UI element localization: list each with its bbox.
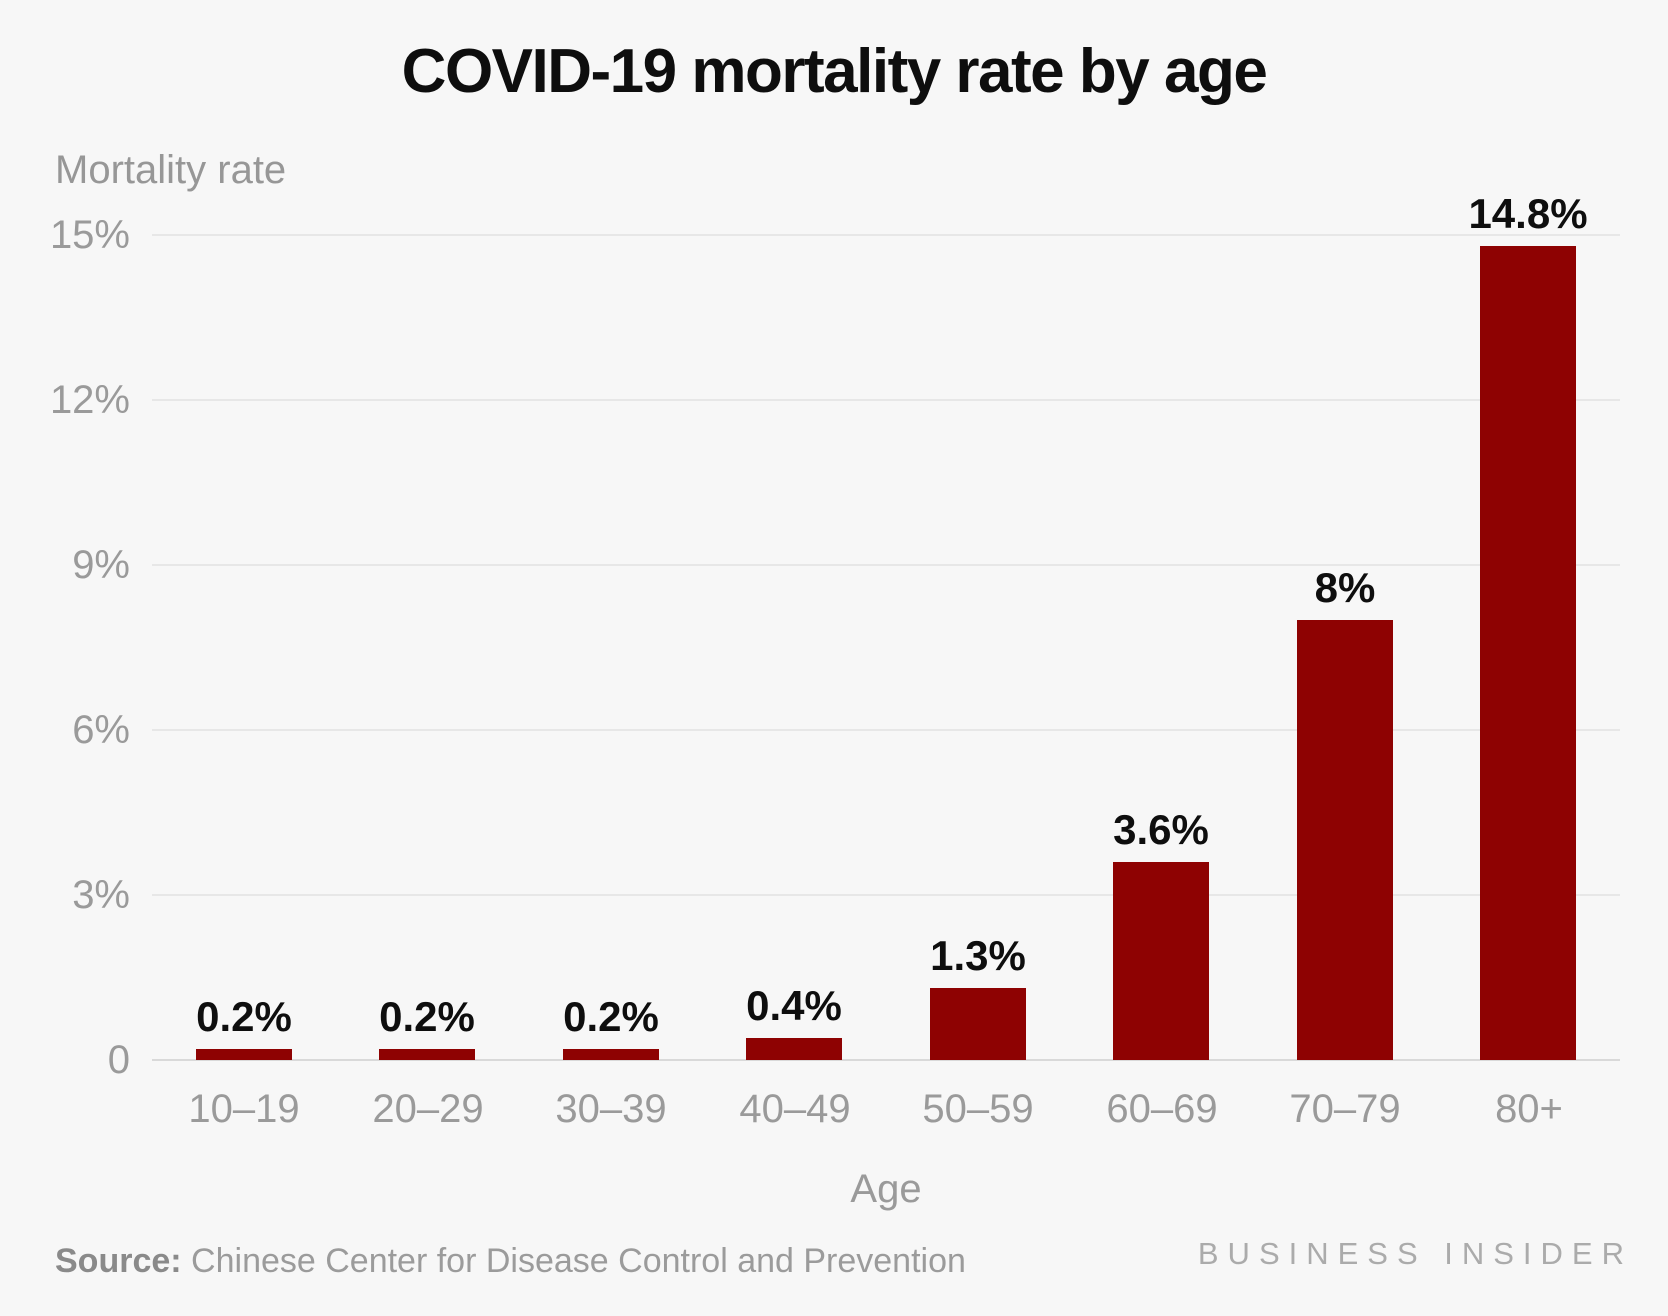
bar-value-label: 0.2% — [196, 993, 292, 1040]
bar — [1297, 620, 1393, 1060]
x-tick-label: 20–29 — [372, 1087, 484, 1131]
brand-logo: BUSINESS INSIDER — [1197, 1236, 1633, 1271]
y-tick-label: 15% — [49, 213, 130, 257]
gridline — [152, 729, 1620, 731]
x-tick-label: 60–69 — [1106, 1087, 1218, 1131]
bar-value-label: 0.2% — [563, 993, 659, 1040]
x-axis-line — [152, 1059, 1620, 1061]
y-tick-label: 6% — [72, 708, 130, 752]
gridline — [152, 564, 1620, 566]
bar-value-label: 14.8% — [1468, 190, 1588, 237]
gridline — [152, 234, 1620, 236]
y-tick-label: 0 — [107, 1038, 130, 1082]
bar — [930, 988, 1026, 1060]
x-tick-label: 30–39 — [555, 1087, 667, 1131]
bar-value-label: 1.3% — [930, 932, 1026, 979]
y-tick-label: 12% — [49, 378, 130, 422]
bar — [1480, 246, 1576, 1060]
x-tick-label: 40–49 — [739, 1087, 851, 1131]
chart-title: COVID-19 mortality rate by age — [401, 37, 1268, 106]
bar — [379, 1049, 475, 1060]
bar — [746, 1038, 842, 1060]
bar-value-label: 3.6% — [1113, 806, 1209, 853]
x-tick-label: 50–59 — [922, 1087, 1034, 1131]
source-note: Source: Chinese Center for Disease Contr… — [55, 1243, 966, 1279]
y-tick-label: 3% — [72, 873, 130, 917]
bar — [196, 1049, 292, 1060]
bar-value-label: 0.2% — [379, 993, 475, 1040]
bar-value-label: 0.4% — [746, 982, 842, 1029]
gridline — [152, 894, 1620, 896]
y-axis-label: Mortality rate — [55, 148, 287, 192]
bar — [563, 1049, 659, 1060]
bar — [1113, 862, 1209, 1060]
source-text: Chinese Center for Disease Control and P… — [191, 1242, 966, 1280]
x-tick-label: 70–79 — [1289, 1087, 1401, 1131]
x-tick-label: 80+ — [1495, 1087, 1563, 1131]
x-tick-label: 10–19 — [188, 1087, 300, 1131]
x-axis-label: Age — [850, 1167, 922, 1211]
y-tick-label: 9% — [72, 543, 130, 587]
gridline — [152, 399, 1620, 401]
bar-value-label: 8% — [1314, 564, 1376, 611]
source-label: Source: — [55, 1242, 182, 1280]
